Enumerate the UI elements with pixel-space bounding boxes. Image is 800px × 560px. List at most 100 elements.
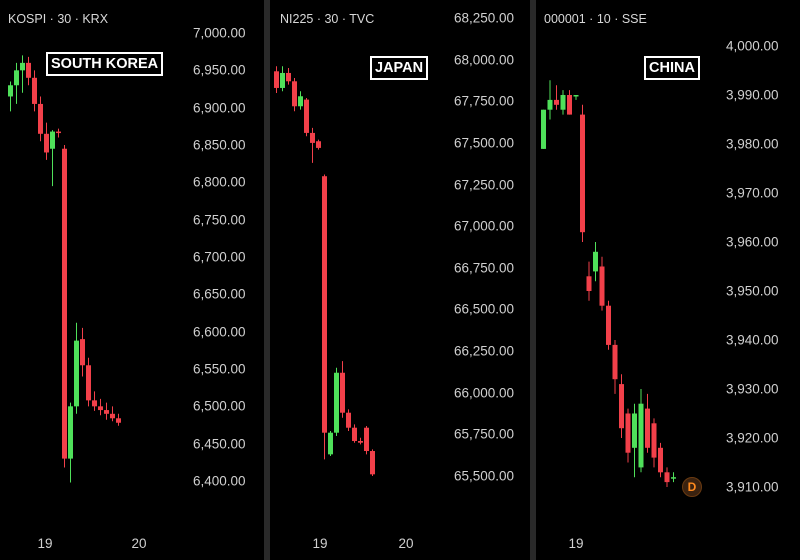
candle[interactable] <box>14 62 19 104</box>
candle[interactable] <box>364 426 369 455</box>
candle[interactable] <box>638 389 644 473</box>
candle[interactable] <box>352 424 357 443</box>
candle[interactable] <box>56 128 61 138</box>
candle[interactable] <box>116 413 121 426</box>
candle-body <box>645 408 650 448</box>
price-tick-label: 6,550.00 <box>193 361 246 377</box>
candle[interactable] <box>658 442 663 478</box>
candle[interactable] <box>547 80 553 120</box>
candle[interactable] <box>358 437 363 445</box>
candle[interactable] <box>573 95 579 100</box>
price-tick-label: 65,750.00 <box>454 426 515 442</box>
candle[interactable] <box>322 174 327 460</box>
candle[interactable] <box>286 67 291 85</box>
chart-panel-japan: NI225 · 30 · TVC JAPAN 68,250.00 68,000.0… <box>270 0 530 560</box>
candle[interactable] <box>26 56 31 86</box>
candle[interactable] <box>310 127 315 163</box>
candle[interactable] <box>541 109 546 149</box>
candle[interactable] <box>580 104 585 242</box>
candle[interactable] <box>50 130 55 187</box>
candle[interactable] <box>304 97 309 137</box>
price-tick-label: 66,500.00 <box>454 301 515 317</box>
candle-body <box>104 410 109 414</box>
panel-divider <box>264 0 270 560</box>
candle[interactable] <box>32 70 37 112</box>
candle[interactable] <box>74 322 79 414</box>
candle[interactable] <box>104 402 109 420</box>
candle[interactable] <box>328 431 333 457</box>
price-tick-label: 4,000.00 <box>726 38 779 54</box>
candle[interactable] <box>664 467 670 487</box>
price-tick-label: 6,850.00 <box>193 137 246 153</box>
candle[interactable] <box>606 300 611 350</box>
candle-body <box>62 148 67 459</box>
candle-body <box>328 432 333 455</box>
symbol-label[interactable]: NI225 · 30 · TVC <box>280 12 375 26</box>
candle[interactable] <box>316 139 321 150</box>
candle[interactable] <box>645 393 650 453</box>
candle[interactable] <box>632 403 637 478</box>
candlestick-plot[interactable] <box>0 0 185 560</box>
candle[interactable] <box>554 85 559 110</box>
candle-body <box>547 99 553 110</box>
candle[interactable] <box>8 81 13 112</box>
candle[interactable] <box>274 66 279 93</box>
price-tick-label: 68,000.00 <box>454 52 515 68</box>
dividend-marker-icon[interactable]: D <box>682 477 702 497</box>
candle[interactable] <box>651 418 657 468</box>
candle-body <box>92 400 97 407</box>
candle[interactable] <box>625 408 631 463</box>
candle[interactable] <box>599 256 605 311</box>
candle-body <box>664 472 670 483</box>
candle[interactable] <box>110 406 115 422</box>
symbol-label[interactable]: 000001 · 10 · SSE <box>544 12 647 26</box>
candle-body <box>26 62 31 78</box>
candle[interactable] <box>370 449 375 476</box>
price-tick-label: 6,500.00 <box>193 398 246 414</box>
candle-body <box>560 95 566 110</box>
candle-body <box>352 427 357 442</box>
candle[interactable] <box>62 145 67 468</box>
candle[interactable] <box>619 374 624 438</box>
candlestick-plot[interactable] <box>536 0 716 560</box>
candle[interactable] <box>92 391 97 411</box>
price-tick-label: 66,000.00 <box>454 385 515 401</box>
candle[interactable] <box>567 90 572 115</box>
candle[interactable] <box>98 398 103 416</box>
price-tick-label: 6,900.00 <box>193 100 246 116</box>
candle[interactable] <box>334 367 339 437</box>
candle[interactable] <box>68 402 73 483</box>
candle[interactable] <box>671 472 676 483</box>
candle[interactable] <box>280 66 285 92</box>
candle[interactable] <box>346 409 351 432</box>
candle-body <box>586 276 592 291</box>
symbol-label[interactable]: KOSPI · 30 · KRX <box>8 12 109 26</box>
price-tick-label: 3,930.00 <box>726 381 779 397</box>
price-tick-label: 3,940.00 <box>726 332 779 348</box>
candle-body <box>358 441 363 443</box>
country-label: SOUTH KOREA <box>46 52 164 76</box>
candle[interactable] <box>86 357 91 407</box>
candle[interactable] <box>80 327 85 377</box>
candle[interactable] <box>340 361 345 418</box>
price-tick-label: 68,250.00 <box>454 10 515 26</box>
candle[interactable] <box>593 242 598 282</box>
candle[interactable] <box>586 261 592 301</box>
candle[interactable] <box>298 91 303 110</box>
price-tick-label: 3,970.00 <box>726 185 779 201</box>
candle-body <box>606 305 611 345</box>
candle[interactable] <box>20 55 25 93</box>
candle[interactable] <box>38 96 43 142</box>
time-tick-label: 19 <box>312 536 328 551</box>
price-tick-label: 3,990.00 <box>726 87 779 103</box>
candle[interactable] <box>560 90 566 115</box>
candlestick-plot[interactable] <box>270 0 450 560</box>
candle[interactable] <box>292 77 297 112</box>
candle-body <box>116 418 121 423</box>
price-tick-label: 65,500.00 <box>454 468 515 484</box>
candle-body <box>8 85 13 97</box>
candle-body <box>364 427 369 452</box>
candle[interactable] <box>44 122 49 160</box>
candle[interactable] <box>612 340 618 394</box>
candle-body <box>554 99 559 105</box>
